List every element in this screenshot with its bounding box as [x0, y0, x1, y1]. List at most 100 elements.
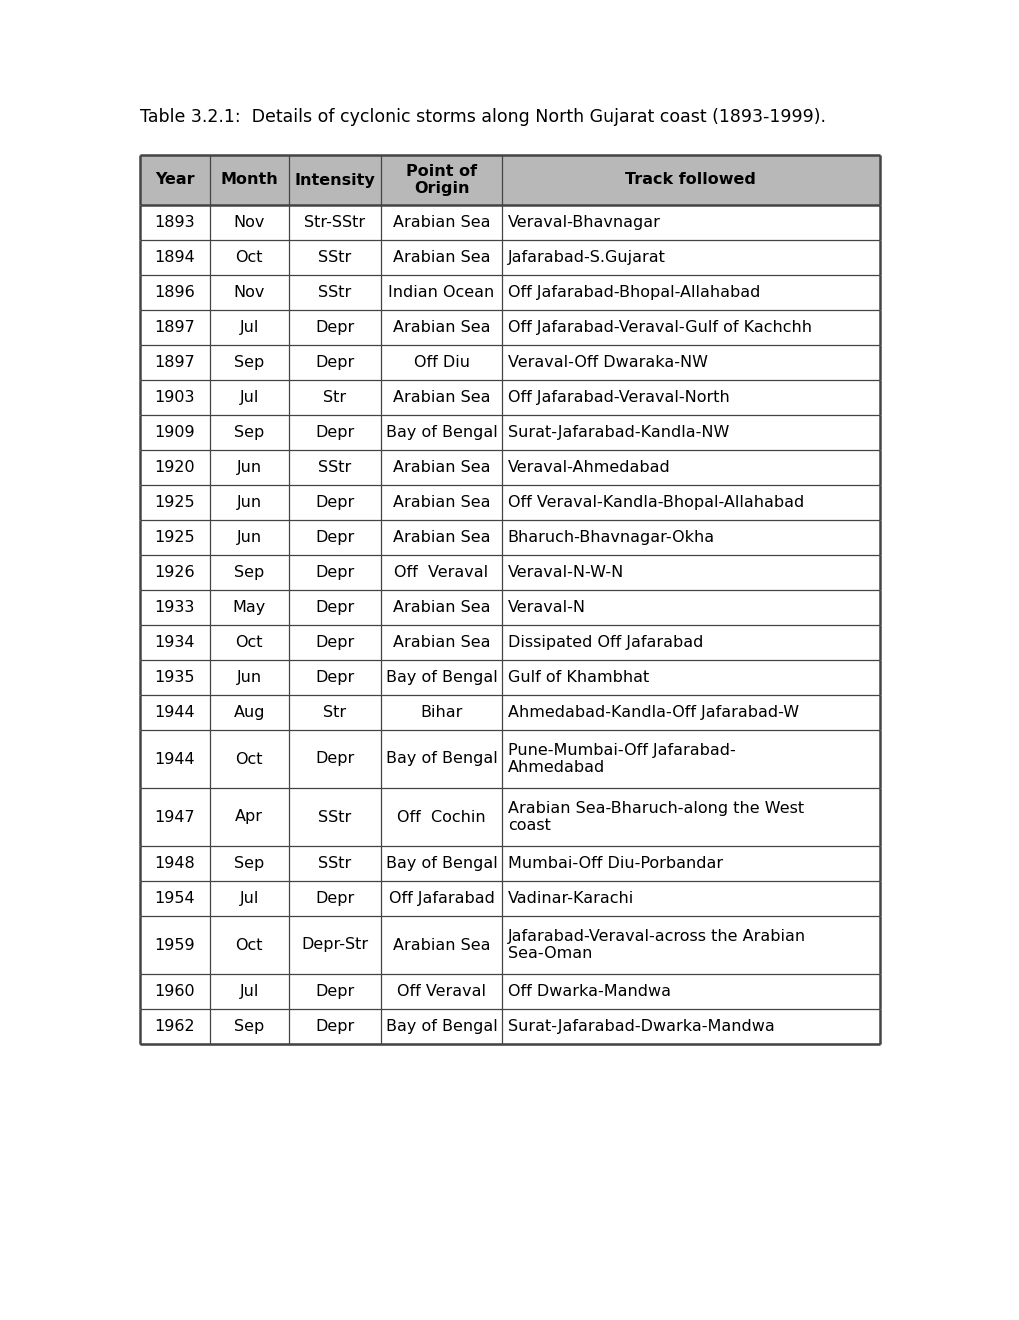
Bar	[140, 205, 879, 240]
Text: Jun: Jun	[236, 531, 262, 545]
Text: Jun: Jun	[236, 459, 262, 475]
Text: Track followed: Track followed	[625, 173, 756, 187]
Text: 1934: 1934	[155, 635, 195, 649]
Text: Nov: Nov	[233, 285, 265, 300]
Text: Arabian Sea: Arabian Sea	[392, 601, 490, 615]
Text: Surat-Jafarabad-Dwarka-Mandwa: Surat-Jafarabad-Dwarka-Mandwa	[507, 1019, 773, 1034]
Text: Arabian Sea: Arabian Sea	[392, 937, 490, 953]
Text: Jafarabad-S.Gujarat: Jafarabad-S.Gujarat	[507, 249, 665, 265]
Text: Depr: Depr	[315, 983, 355, 999]
Text: Depr: Depr	[315, 495, 355, 510]
Text: Off Jafarabad-Veraval-North: Off Jafarabad-Veraval-North	[507, 389, 729, 405]
Bar	[140, 1008, 879, 1044]
Text: SStr: SStr	[318, 249, 352, 265]
Text: Arabian Sea: Arabian Sea	[392, 389, 490, 405]
Text: SStr: SStr	[318, 809, 352, 825]
Text: Veraval-N: Veraval-N	[507, 601, 585, 615]
Text: Off Jafarabad-Bhopal-Allahabad: Off Jafarabad-Bhopal-Allahabad	[507, 285, 759, 300]
Text: Veraval-N-W-N: Veraval-N-W-N	[507, 565, 624, 579]
Text: Depr: Depr	[315, 565, 355, 579]
Text: Off Diu: Off Diu	[413, 355, 469, 370]
Text: Veraval-Ahmedabad: Veraval-Ahmedabad	[507, 459, 669, 475]
Text: SStr: SStr	[318, 285, 352, 300]
Text: Arabian Sea: Arabian Sea	[392, 215, 490, 230]
Text: Jun: Jun	[236, 671, 262, 685]
Bar	[140, 240, 879, 275]
Text: Depr: Depr	[315, 635, 355, 649]
Text: Bharuch-Bhavnagar-Okha: Bharuch-Bhavnagar-Okha	[507, 531, 714, 545]
Text: Bay of Bengal: Bay of Bengal	[385, 425, 497, 440]
Bar	[140, 880, 879, 916]
Text: Oct: Oct	[235, 249, 263, 265]
Text: Off Jafarabad: Off Jafarabad	[388, 891, 494, 906]
Text: Arabian Sea: Arabian Sea	[392, 495, 490, 510]
Text: Oct: Oct	[235, 937, 263, 953]
Text: Off Jafarabad-Veraval-Gulf of Kachchh: Off Jafarabad-Veraval-Gulf of Kachchh	[507, 319, 811, 335]
Text: Jul: Jul	[239, 319, 259, 335]
Text: 1894: 1894	[154, 249, 195, 265]
Text: Sep: Sep	[233, 355, 264, 370]
Bar	[140, 380, 879, 414]
Text: 1948: 1948	[154, 855, 195, 871]
Text: Jul: Jul	[239, 983, 259, 999]
Text: Off Veraval-Kandla-Bhopal-Allahabad: Off Veraval-Kandla-Bhopal-Allahabad	[507, 495, 803, 510]
Text: 1960: 1960	[154, 983, 195, 999]
Text: Depr: Depr	[315, 751, 355, 767]
Text: Sep: Sep	[233, 1019, 264, 1034]
Bar	[140, 310, 879, 345]
Text: Aug: Aug	[233, 705, 265, 719]
Bar	[140, 974, 879, 1008]
Text: Depr: Depr	[315, 531, 355, 545]
Text: Bihar: Bihar	[420, 705, 463, 719]
Text: Depr: Depr	[315, 1019, 355, 1034]
Bar	[140, 624, 879, 660]
Text: Off Veraval: Off Veraval	[396, 983, 486, 999]
Text: Point of
Origin: Point of Origin	[406, 164, 477, 197]
Text: Depr: Depr	[315, 601, 355, 615]
Text: Arabian Sea: Arabian Sea	[392, 635, 490, 649]
Text: Depr: Depr	[315, 891, 355, 906]
Text: 1897: 1897	[154, 319, 195, 335]
Text: Jul: Jul	[239, 389, 259, 405]
Text: 1933: 1933	[155, 601, 195, 615]
Bar	[140, 414, 879, 450]
Text: Off  Cochin: Off Cochin	[396, 809, 485, 825]
Text: 1947: 1947	[154, 809, 195, 825]
Text: 1920: 1920	[154, 459, 195, 475]
Text: Ahmedabad-Kandla-Off Jafarabad-W: Ahmedabad-Kandla-Off Jafarabad-W	[507, 705, 798, 719]
Text: Veraval-Off Dwaraka-NW: Veraval-Off Dwaraka-NW	[507, 355, 707, 370]
Text: 1893: 1893	[154, 215, 195, 230]
Text: 1959: 1959	[154, 937, 195, 953]
Text: Arabian Sea: Arabian Sea	[392, 319, 490, 335]
Text: Arabian Sea: Arabian Sea	[392, 249, 490, 265]
Text: Bay of Bengal: Bay of Bengal	[385, 1019, 497, 1034]
Text: Pune-Mumbai-Off Jafarabad-
Ahmedabad: Pune-Mumbai-Off Jafarabad- Ahmedabad	[507, 743, 735, 775]
Bar	[140, 590, 879, 624]
Bar	[140, 450, 879, 484]
Bar	[140, 154, 879, 205]
Text: Oct: Oct	[235, 635, 263, 649]
Text: Jun: Jun	[236, 495, 262, 510]
Text: 1944: 1944	[154, 705, 195, 719]
Text: Sep: Sep	[233, 425, 264, 440]
Text: Depr: Depr	[315, 319, 355, 335]
Bar	[140, 846, 879, 880]
Bar	[140, 916, 879, 974]
Text: 1897: 1897	[154, 355, 195, 370]
Text: Sep: Sep	[233, 565, 264, 579]
Text: Jul: Jul	[239, 891, 259, 906]
Text: 1909: 1909	[154, 425, 195, 440]
Text: 1896: 1896	[154, 285, 195, 300]
Bar	[140, 660, 879, 696]
Text: Mumbai-Off Diu-Porbandar: Mumbai-Off Diu-Porbandar	[507, 855, 722, 871]
Text: May: May	[232, 601, 266, 615]
Text: Jafarabad-Veraval-across the Arabian
Sea-Oman: Jafarabad-Veraval-across the Arabian Sea…	[507, 929, 805, 961]
Text: Dissipated Off Jafarabad: Dissipated Off Jafarabad	[507, 635, 702, 649]
Text: 1925: 1925	[154, 531, 195, 545]
Text: Str: Str	[323, 705, 346, 719]
Text: Table 3.2.1:  Details of cyclonic storms along North Gujarat coast (1893-1999).: Table 3.2.1: Details of cyclonic storms …	[140, 108, 825, 125]
Text: Str-SStr: Str-SStr	[304, 215, 365, 230]
Text: Nov: Nov	[233, 215, 265, 230]
Text: Bay of Bengal: Bay of Bengal	[385, 671, 497, 685]
Text: SStr: SStr	[318, 459, 352, 475]
